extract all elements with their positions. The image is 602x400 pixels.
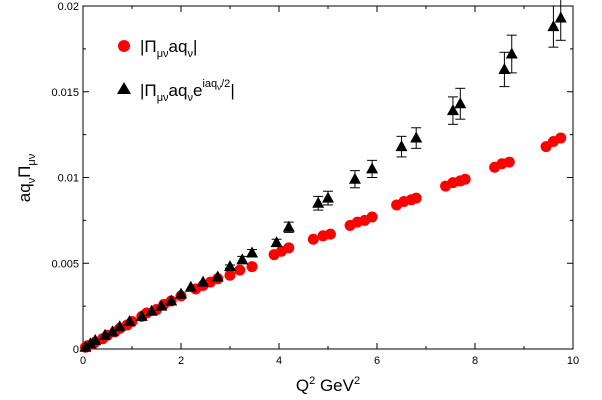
y-tick-label: 0.015 bbox=[51, 87, 79, 99]
axis-ticks: 0 2 4 6 8 10 0 0.005 0.01 0.015 0.02 bbox=[51, 1, 579, 367]
data-point-triangle bbox=[446, 104, 459, 116]
legend-marker-triangle bbox=[117, 82, 131, 94]
x-tick-label: 4 bbox=[276, 355, 282, 367]
data-point-triangle bbox=[145, 304, 158, 316]
data-point-triangle bbox=[505, 47, 518, 59]
data-point-circle bbox=[555, 132, 567, 144]
data-point-triangle bbox=[312, 196, 325, 208]
data-point-circle bbox=[459, 173, 471, 185]
data-point-triangle bbox=[282, 220, 295, 232]
legend-label-1: |Πμνaqν| bbox=[140, 37, 197, 60]
data-point-triangle bbox=[106, 325, 119, 337]
data-point-triangle bbox=[410, 131, 423, 143]
y-tick-label: 0.01 bbox=[58, 173, 79, 185]
legend-label-2: |Πμνaqνeiaqν/2| bbox=[140, 78, 235, 104]
data-series bbox=[79, 0, 567, 353]
x-tick-label: 8 bbox=[472, 355, 478, 367]
x-tick-label: 2 bbox=[178, 355, 184, 367]
data-point-circle bbox=[246, 261, 258, 273]
data-point-circle bbox=[224, 269, 236, 281]
data-point-triangle bbox=[155, 299, 168, 311]
data-point-triangle bbox=[498, 62, 511, 74]
data-point-triangle bbox=[197, 275, 210, 287]
x-tick-label: 6 bbox=[374, 355, 380, 367]
legend: |Πμνaqν| |Πμνaqνeiaqν/2| bbox=[117, 37, 235, 104]
x-axis-label: Q2 GeV2 bbox=[296, 375, 360, 395]
legend-marker-circle bbox=[118, 40, 130, 52]
data-point-triangle bbox=[89, 333, 102, 345]
data-point-triangle bbox=[236, 253, 249, 265]
data-point-circle bbox=[324, 228, 336, 240]
data-point-triangle bbox=[175, 287, 187, 299]
y-tick-label: 0 bbox=[73, 344, 79, 356]
x-tick-label: 10 bbox=[567, 355, 579, 367]
data-point-triangle bbox=[246, 246, 259, 258]
data-point-triangle bbox=[123, 315, 136, 327]
y-tick-label: 0.02 bbox=[58, 1, 79, 13]
data-point-triangle bbox=[395, 140, 408, 152]
data-point-triangle bbox=[165, 294, 178, 306]
data-point-triangle bbox=[113, 320, 126, 332]
data-point-triangle bbox=[135, 309, 148, 321]
data-point-triangle bbox=[79, 340, 92, 352]
data-point-triangle bbox=[270, 236, 283, 248]
data-point-triangle bbox=[366, 162, 379, 174]
data-point-circle bbox=[283, 242, 295, 254]
data-point-triangle bbox=[224, 260, 236, 272]
data-point-triangle bbox=[99, 328, 112, 340]
y-tick-label: 0.005 bbox=[51, 258, 79, 270]
data-point-circle bbox=[410, 192, 422, 204]
data-point-triangle bbox=[211, 270, 224, 282]
x-tick-label: 0 bbox=[80, 355, 86, 367]
data-point-circle bbox=[503, 156, 515, 168]
data-point-triangle bbox=[454, 97, 467, 109]
data-point-triangle bbox=[184, 280, 197, 292]
data-point-circle bbox=[234, 264, 246, 276]
data-point-circle bbox=[307, 233, 319, 245]
y-axis-label: aqνΠμν bbox=[15, 153, 38, 202]
data-point-triangle bbox=[348, 172, 361, 184]
data-point-triangle bbox=[84, 337, 97, 349]
data-point-triangle bbox=[547, 20, 560, 32]
data-point-triangle bbox=[322, 191, 334, 203]
data-point-triangle bbox=[554, 11, 567, 23]
data-point-circle bbox=[366, 211, 378, 223]
